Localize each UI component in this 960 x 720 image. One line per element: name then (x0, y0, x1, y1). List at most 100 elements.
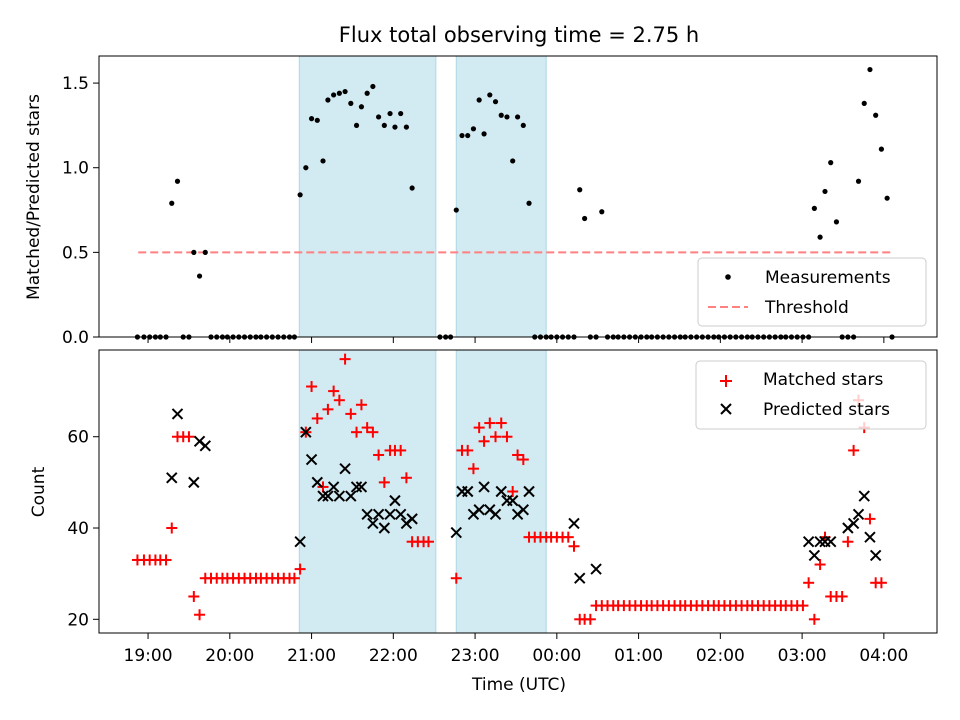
x-tick-label: 02:00 (696, 646, 745, 666)
matched-star-point (311, 412, 323, 424)
predicted-star-point (345, 490, 357, 502)
measurement-point (487, 92, 493, 98)
measurement-point (855, 178, 862, 184)
matched-star-point (194, 609, 206, 621)
predicted-star-point (378, 522, 391, 534)
predicted-star-point (852, 508, 865, 521)
measurement-point (336, 90, 342, 96)
bottom-y-axis-ticks: 20 40 60 (67, 428, 99, 630)
observing-span-1 (298, 55, 437, 338)
matched-star-point (842, 536, 854, 548)
predicted-star-point (327, 481, 340, 493)
matched-star-point (808, 613, 820, 625)
x-tick-label: 23:00 (451, 646, 500, 666)
measurement-point (470, 126, 477, 132)
predicted-star-point (361, 508, 373, 521)
matched-star-point (400, 472, 412, 484)
predicted-star-point (311, 476, 323, 489)
measurement-point (459, 132, 465, 139)
predicted-star-point (450, 526, 462, 539)
measurement-point (314, 117, 320, 123)
predicted-star-point (322, 490, 334, 502)
matched-star-point (355, 399, 367, 411)
measurement-point (884, 195, 890, 201)
measurement-point (520, 122, 526, 129)
matched-star-point (367, 426, 379, 438)
measurement-point (191, 249, 197, 255)
top-y-tick-label: 1.5 (62, 74, 89, 94)
top-y-tick-label: 0.0 (62, 328, 89, 348)
predicted-star-point (199, 440, 211, 452)
measurement-point (861, 100, 867, 106)
matched-star-point (467, 463, 479, 475)
predicted-star-point (305, 453, 318, 466)
measurement-point (498, 112, 504, 118)
measurement-point (403, 124, 410, 130)
measurement-point (504, 114, 510, 120)
predicted-star-point (350, 481, 363, 493)
matched-star-point (814, 559, 826, 571)
predicted-star-point (478, 481, 490, 493)
measurement-point (303, 165, 309, 171)
matched-star-point (562, 531, 574, 543)
predicted-star-point (294, 536, 306, 548)
matched-star-point (288, 572, 300, 584)
bottom-plot-frame (98, 349, 938, 634)
predicted-star-point (406, 513, 418, 525)
predicted-star-point (462, 485, 474, 498)
measurement-point (510, 158, 516, 164)
matched-star-point (512, 449, 524, 461)
measurement-point (822, 188, 828, 195)
matched-star-point (478, 435, 490, 447)
x-tick-label: 20:00 (205, 646, 254, 666)
measurement-point (376, 114, 382, 120)
matched-star-point (517, 454, 529, 466)
bottom-legend: Matched stars Predicted stars (695, 360, 927, 430)
matched-star-point (166, 522, 178, 534)
measurement-point (342, 88, 348, 95)
matched-star-point (490, 431, 502, 443)
matched-star-point (160, 554, 172, 566)
predicted-star-point (188, 476, 200, 489)
measurement-point (465, 132, 471, 139)
matched-star-point (803, 577, 815, 589)
predicted-star-point (300, 426, 312, 438)
predicted-star-point (355, 481, 368, 493)
predicted-star-point (384, 508, 396, 521)
measurement-point (358, 104, 365, 110)
x-tick-label: 01:00 (614, 646, 663, 666)
matched-star-point (395, 444, 407, 456)
measurement-point (811, 205, 817, 211)
top-y-axis-label: Matched/Predicted stars (24, 94, 44, 300)
measurement-point (320, 158, 326, 164)
measurement-point (492, 99, 499, 105)
measurement-point (481, 131, 487, 137)
predicted-star-point (802, 536, 815, 548)
matched-star-point (507, 486, 519, 497)
matched-star-point (484, 417, 496, 429)
predicted-star-point (864, 531, 876, 543)
x-axis-label: Time (UTC) (471, 675, 566, 695)
matched-star-point (864, 513, 876, 525)
x-tick-label: 00:00 (532, 646, 581, 666)
top-shaded-spans (298, 55, 547, 338)
predicted-star-point (574, 572, 586, 584)
matched-star-point (797, 600, 809, 612)
predicted-star-point (489, 508, 502, 521)
predicted-star-point (568, 517, 580, 530)
bottom-y-tick-label: 60 (67, 428, 89, 448)
chart-title: Flux total observing time = 2.75 h (339, 23, 699, 47)
measurement-point (387, 110, 393, 117)
matched-star-point (317, 481, 329, 493)
legend-threshold-label: Threshold (764, 298, 849, 318)
top-y-tick-label: 1.0 (62, 159, 89, 179)
measurement-point (878, 146, 885, 152)
top-y-tick-label: 0.5 (62, 243, 89, 263)
predicted-star-point (333, 490, 346, 502)
predicted-star-point (825, 536, 837, 548)
predicted-star-point (171, 408, 184, 420)
predicted-star-point (847, 517, 860, 530)
predicted-star-point (339, 462, 351, 475)
measurement-point (174, 178, 181, 184)
